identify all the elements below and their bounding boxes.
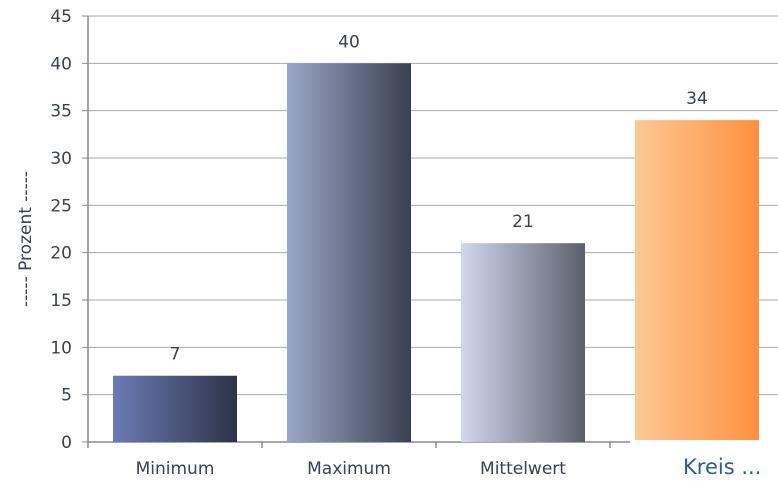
y-tick-label: 35: [50, 102, 72, 122]
y-tick-label: 20: [50, 244, 72, 264]
data-label: 21: [512, 212, 534, 232]
data-label: 40: [338, 32, 360, 52]
bar: [287, 63, 411, 442]
y-tick-label: 10: [50, 338, 72, 358]
data-label: 34: [686, 89, 708, 109]
y-tick-label: 45: [50, 7, 72, 27]
y-tick-label: 15: [50, 291, 72, 311]
bar: [635, 120, 759, 442]
bar: [461, 243, 585, 442]
data-label: 7: [170, 345, 181, 365]
overlay-label: Kreis ...: [683, 455, 762, 479]
category-label: Minimum: [136, 459, 215, 479]
y-axis-label: ----- Prozent -----: [16, 171, 36, 307]
y-tick-label: 0: [61, 433, 72, 453]
y-tick-label: 40: [50, 54, 72, 74]
y-tick-label: 5: [61, 386, 72, 406]
category-label: Maximum: [307, 459, 391, 479]
y-tick-label: 25: [50, 196, 72, 216]
y-tick-label: 30: [50, 149, 72, 169]
overlay-label-box: Kreis ...: [630, 440, 778, 481]
bar: [113, 375, 237, 442]
category-label: Mittelwert: [480, 459, 566, 479]
